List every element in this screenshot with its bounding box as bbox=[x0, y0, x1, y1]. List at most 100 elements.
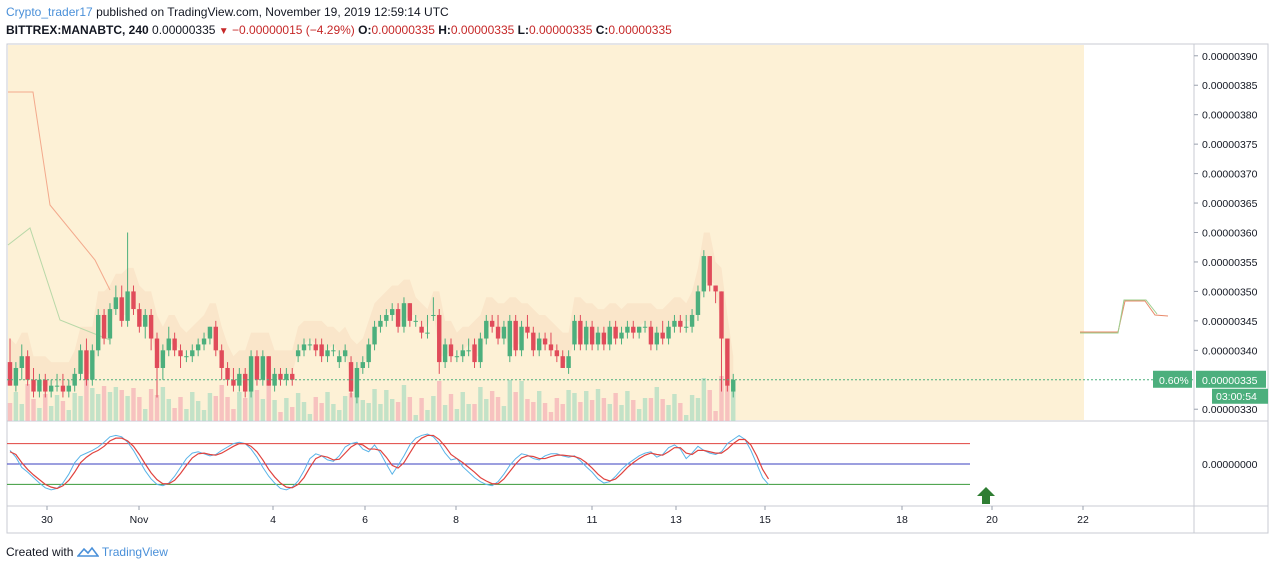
candle-body bbox=[560, 356, 565, 368]
candle-body bbox=[431, 314, 436, 316]
volume-bar bbox=[325, 392, 330, 421]
candle-body bbox=[25, 356, 30, 380]
indicator-y-tick-label: 0.00000000 bbox=[1202, 459, 1258, 471]
volume-bar bbox=[484, 399, 489, 421]
symbol-name: BITTREX:MANABTC, 240 bbox=[6, 23, 149, 37]
candle-body bbox=[625, 326, 630, 333]
volume-bar bbox=[395, 402, 401, 421]
candle-body bbox=[601, 332, 607, 345]
volume-bar bbox=[631, 400, 636, 421]
candle-body bbox=[66, 385, 71, 392]
candle-body bbox=[219, 350, 224, 368]
volume-bar bbox=[654, 387, 659, 421]
candle-body bbox=[213, 326, 218, 351]
candle-body bbox=[13, 367, 19, 386]
candle-body bbox=[437, 314, 442, 363]
candle-body bbox=[243, 373, 248, 392]
volume-bar bbox=[548, 412, 554, 421]
volume-bar bbox=[437, 381, 442, 421]
volume-bar bbox=[372, 389, 377, 421]
volume-bar bbox=[31, 399, 36, 421]
cloud-projection-line bbox=[1080, 300, 1169, 333]
candle-body bbox=[684, 326, 689, 328]
candle-body bbox=[395, 309, 401, 327]
x-tick-label: 11 bbox=[587, 514, 598, 526]
candle-body bbox=[501, 326, 507, 339]
candle-body bbox=[7, 362, 13, 386]
cloud-projection-line-b bbox=[1080, 299, 1158, 334]
volume-bar bbox=[578, 402, 583, 421]
volume-bar bbox=[542, 403, 548, 421]
y-tick-label: 0.00000340 bbox=[1202, 345, 1258, 357]
volume-bar bbox=[160, 387, 166, 421]
volume-bar bbox=[431, 396, 436, 421]
candle-body bbox=[566, 356, 571, 368]
candle-body bbox=[584, 326, 589, 345]
candle-body bbox=[195, 344, 201, 351]
volume-bar bbox=[407, 397, 413, 421]
candle-body bbox=[407, 303, 413, 321]
volume-bar bbox=[7, 403, 13, 421]
candle-body bbox=[648, 326, 654, 345]
candle-body bbox=[260, 356, 266, 380]
candle-body bbox=[290, 373, 295, 380]
volume-bar bbox=[231, 409, 236, 421]
candle-body bbox=[19, 356, 24, 368]
candle-body bbox=[231, 379, 236, 386]
candle-body bbox=[548, 344, 554, 351]
candle-body bbox=[113, 297, 119, 310]
candle-body bbox=[254, 356, 260, 380]
background-band bbox=[8, 45, 1084, 420]
candle-body bbox=[719, 291, 724, 339]
volume-bar bbox=[366, 403, 371, 421]
volume-bar bbox=[107, 392, 113, 421]
y-tick-label: 0.00000365 bbox=[1202, 198, 1258, 210]
volume-bar bbox=[43, 394, 48, 421]
volume-bar bbox=[72, 393, 77, 421]
candle-body bbox=[342, 350, 348, 357]
candle-body bbox=[331, 350, 336, 352]
volume-bar bbox=[172, 408, 177, 421]
candle-body bbox=[31, 379, 36, 392]
candle-body bbox=[413, 320, 418, 322]
volume-bar bbox=[301, 402, 307, 421]
candle-body bbox=[531, 332, 536, 351]
volume-bar bbox=[37, 408, 42, 421]
volume-bar bbox=[595, 389, 601, 421]
candle-body bbox=[678, 320, 683, 327]
volume-bar bbox=[636, 409, 642, 421]
ichimoku-cloud bbox=[10, 232, 734, 392]
price-tag bbox=[1196, 370, 1266, 388]
open-label: O: bbox=[358, 23, 372, 37]
candle-body bbox=[313, 344, 318, 351]
volume-bar bbox=[625, 391, 630, 421]
candle-body bbox=[448, 344, 454, 357]
volume-bar bbox=[378, 404, 383, 421]
x-tick-label: 22 bbox=[1077, 514, 1089, 526]
candle-body bbox=[72, 373, 77, 386]
low-value: 0.00000335 bbox=[528, 23, 593, 37]
volume-bar bbox=[207, 393, 213, 421]
volume-bar bbox=[701, 378, 707, 421]
tradingview-brand[interactable]: TradingView bbox=[101, 545, 168, 559]
volume-bar bbox=[113, 387, 119, 421]
volume-bar bbox=[13, 392, 19, 421]
candle-body bbox=[301, 344, 307, 351]
candle-body bbox=[272, 373, 277, 386]
volume-bar bbox=[19, 404, 24, 421]
candle-body bbox=[713, 285, 718, 292]
candle-body bbox=[131, 291, 136, 310]
candle-body bbox=[507, 320, 512, 357]
candle-body bbox=[572, 320, 577, 345]
volume-bar bbox=[295, 393, 301, 421]
high-value: 0.00000335 bbox=[450, 23, 515, 37]
candle-body bbox=[660, 332, 665, 339]
author-link[interactable]: Crypto_trader17 bbox=[6, 5, 93, 19]
volume-bar bbox=[384, 390, 389, 421]
volume-bar bbox=[119, 390, 124, 421]
volume-bar bbox=[90, 388, 95, 421]
volume-bar bbox=[648, 398, 654, 421]
volume-bar bbox=[243, 398, 248, 421]
volume-bar bbox=[190, 392, 195, 421]
